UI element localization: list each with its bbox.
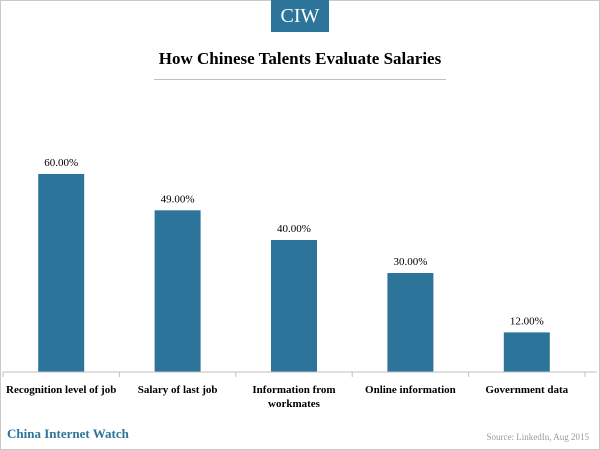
category-label-3-line-1: Information from (252, 384, 335, 396)
value-labels-group: 60.00% 49.00% 40.00% 30.00% 12.00% (44, 157, 544, 327)
bar-5 (503, 332, 550, 372)
title-underline (154, 79, 446, 80)
category-label-2: Salary of last job (138, 384, 218, 396)
value-label-5: 12.00% (510, 315, 544, 327)
value-label-2: 49.00% (161, 193, 195, 205)
category-label-1: Recognition level of job (6, 384, 116, 396)
category-label-4: Online information (365, 384, 456, 396)
bar-4 (387, 273, 434, 372)
value-label-1: 60.00% (44, 157, 78, 169)
category-label-3-line-2: workmates (268, 398, 321, 410)
ciw-logo: CIW (271, 0, 329, 32)
bar-1 (38, 174, 85, 372)
category-label-5: Government data (485, 384, 568, 396)
value-label-4: 30.00% (393, 256, 427, 268)
x-axis-ticks-group (2, 372, 586, 377)
bars-group (38, 174, 550, 372)
value-label-3: 40.00% (277, 223, 311, 235)
source-note: Source: LinkedIn, Aug 2015 (486, 432, 590, 442)
category-labels-group: Recognition level of job Salary of last j… (6, 384, 569, 410)
footer-brand: China Internet Watch (7, 426, 129, 441)
bar-3 (271, 240, 317, 372)
bar-2 (154, 210, 201, 372)
chart-title: How Chinese Talents Evaluate Salaries (158, 49, 442, 68)
